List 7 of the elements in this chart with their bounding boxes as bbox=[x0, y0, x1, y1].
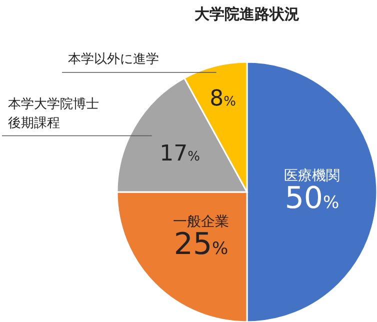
slice-label: 本学以外に進学 bbox=[68, 51, 160, 70]
data-label: 8% bbox=[210, 86, 236, 112]
chart-title: 大学院進路状況 bbox=[194, 5, 300, 23]
data-label: 17% bbox=[160, 141, 200, 166]
slice-label: 医療機関 bbox=[284, 168, 340, 184]
data-label: 50% bbox=[284, 181, 340, 216]
slice-label: 本学大学院博士後期課程 bbox=[8, 96, 100, 133]
